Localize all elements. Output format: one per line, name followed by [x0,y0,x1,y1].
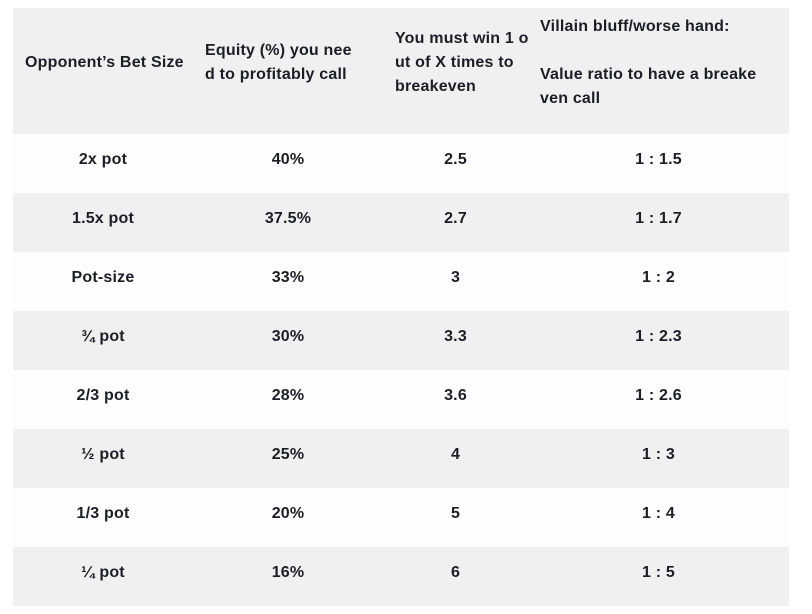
table-row: 1.5x pot 37.5% 2.7 1 : 1.7 [13,193,789,252]
cell-equity: 20% [193,488,383,547]
cell-bet-size: ½ pot [13,429,193,488]
cell-bet-size: ¾ pot [13,311,193,370]
cell-bluff-value-ratio: 1 : 2 [528,252,789,311]
cell-bet-size: ¼ pot [13,547,193,606]
cell-bet-size: 2x pot [13,134,193,193]
table-row: 2x pot 40% 2.5 1 : 1.5 [13,134,789,193]
cell-bluff-value-ratio: 1 : 3 [528,429,789,488]
header-row: Opponent’s Bet Size Equity (%) you nee d… [13,8,789,134]
cell-win-1-of-x: 5 [383,488,528,547]
column-header-win-1-of-x: You must win 1 o ut of X times to breake… [383,8,528,134]
cell-win-1-of-x: 2.7 [383,193,528,252]
cell-win-1-of-x: 2.5 [383,134,528,193]
table-row: ¼ pot 16% 6 1 : 5 [13,547,789,606]
pot-odds-table: Opponent’s Bet Size Equity (%) you nee d… [13,8,789,606]
column-header-equity: Equity (%) you nee d to profitably call [193,8,383,134]
cell-equity: 16% [193,547,383,606]
table-body: 2x pot 40% 2.5 1 : 1.5 1.5x pot 37.5% 2.7 1 : 1… [13,134,789,606]
cell-win-1-of-x: 6 [383,547,528,606]
cell-bet-size: 1/3 pot [13,488,193,547]
table-row: ¾ pot 30% 3.3 1 : 2.3 [13,311,789,370]
cell-win-1-of-x: 3.3 [383,311,528,370]
table-row: Pot-size 33% 3 1 : 2 [13,252,789,311]
cell-equity: 37.5% [193,193,383,252]
cell-bluff-value-ratio: 1 : 2.6 [528,370,789,429]
column-header-bet-size: Opponent’s Bet Size [13,8,193,134]
table-row: ½ pot 25% 4 1 : 3 [13,429,789,488]
cell-bluff-value-ratio: 1 : 5 [528,547,789,606]
cell-equity: 40% [193,134,383,193]
cell-bet-size: 2/3 pot [13,370,193,429]
cell-bet-size: 1.5x pot [13,193,193,252]
cell-win-1-of-x: 4 [383,429,528,488]
table-row: 1/3 pot 20% 5 1 : 4 [13,488,789,547]
cell-equity: 33% [193,252,383,311]
cell-win-1-of-x: 3 [383,252,528,311]
cell-win-1-of-x: 3.6 [383,370,528,429]
cell-bet-size: Pot-size [13,252,193,311]
cell-equity: 28% [193,370,383,429]
column-header-bluff-value-ratio: Villain bluff/worse hand: Value ratio to… [528,8,789,134]
table-header: Opponent’s Bet Size Equity (%) you nee d… [13,8,789,134]
cell-bluff-value-ratio: 1 : 2.3 [528,311,789,370]
table-row: 2/3 pot 28% 3.6 1 : 2.6 [13,370,789,429]
cell-equity: 25% [193,429,383,488]
cell-bluff-value-ratio: 1 : 1.5 [528,134,789,193]
cell-equity: 30% [193,311,383,370]
cell-bluff-value-ratio: 1 : 1.7 [528,193,789,252]
cell-bluff-value-ratio: 1 : 4 [528,488,789,547]
